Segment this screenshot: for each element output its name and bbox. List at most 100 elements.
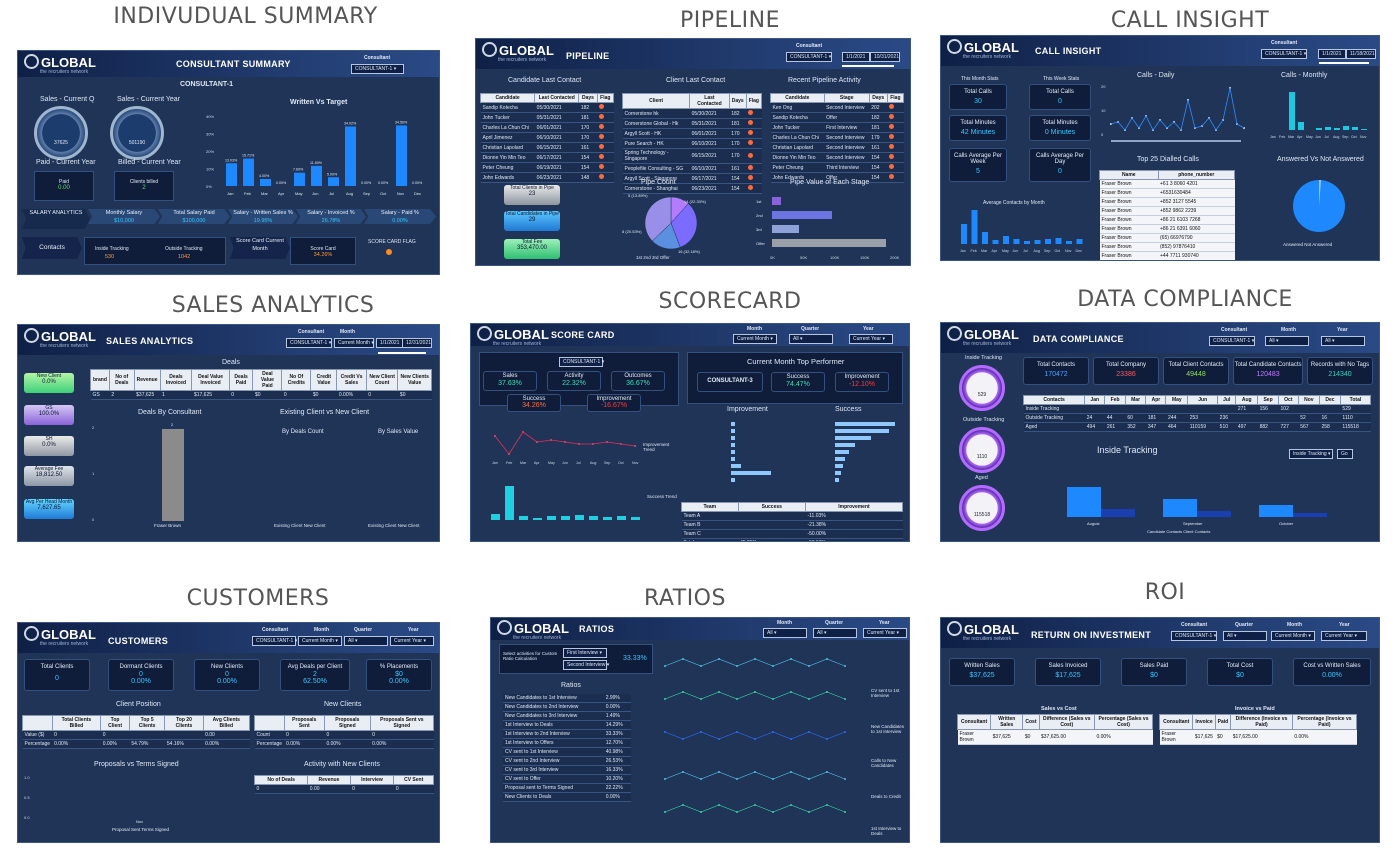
date-from-input[interactable]: 1/1/2021 xyxy=(842,52,870,62)
quarter-dropdown[interactable]: All ▾ xyxy=(789,334,833,344)
column-header: Contacts xyxy=(1022,395,1086,405)
table-row: Charles La Chun Chi 06/01/2021 170 xyxy=(480,122,614,133)
date-slider[interactable] xyxy=(378,352,426,354)
month-dropdown[interactable]: Current Month ▾ xyxy=(1271,631,1315,641)
consultant-dropdown[interactable]: CONSULTANT-1 ▾ xyxy=(351,64,404,74)
table-cell: 06/10/2021 xyxy=(689,138,730,149)
month-dropdown[interactable]: Current Month ▾ xyxy=(334,338,374,348)
table-cell: 497 xyxy=(1235,422,1258,432)
date-from-input[interactable]: 1/1/2021 xyxy=(1318,49,1346,59)
month-label: Month xyxy=(340,329,355,335)
custom-ratio-value: 33.33% xyxy=(623,655,647,662)
x-tick-label: Oct xyxy=(618,461,624,465)
pipeline-dashboard: GLOBAL the recruiters network PIPELINE Co… xyxy=(475,38,911,266)
bar xyxy=(162,429,184,521)
date-to-input[interactable]: 12/31/2021 xyxy=(402,338,432,348)
quarter-dropdown[interactable]: All ▾ xyxy=(344,636,388,646)
bar xyxy=(547,516,556,520)
go-button[interactable]: Go xyxy=(1337,449,1353,459)
table-cell: Proposal sent to Terms Signed xyxy=(503,783,604,793)
table-cell: 181 xyxy=(869,122,888,133)
column-header: Flag xyxy=(596,93,615,103)
bar xyxy=(1045,239,1051,244)
month-dropdown[interactable]: All ▾ xyxy=(763,628,807,638)
page-title: PIPELINE xyxy=(566,51,610,61)
activity-b-dropdown[interactable]: Second Interview ▾ xyxy=(563,660,609,670)
date-slider[interactable] xyxy=(1319,62,1369,64)
month-dropdown[interactable]: Current Month ▾ xyxy=(733,334,777,344)
x-tick-label: Nov xyxy=(136,819,143,824)
year-dropdown[interactable]: Current Year ▾ xyxy=(849,334,893,344)
page-title: DATA COMPLIANCE xyxy=(1033,334,1124,344)
month-label: Month xyxy=(1281,327,1296,333)
data-label: 34.56% xyxy=(395,120,408,124)
success-chart-title: Success xyxy=(835,406,862,413)
table-cell: Aged xyxy=(1023,422,1085,432)
consultant-dropdown[interactable]: CONSULTANT-1 ▾ xyxy=(1171,631,1217,641)
date-to-input[interactable]: 10/31/2021 xyxy=(870,52,900,62)
category-label: 1st xyxy=(756,199,762,204)
quarter-dropdown[interactable]: All ▾ xyxy=(813,628,857,638)
table-cell: 148 xyxy=(578,172,598,183)
year-dropdown[interactable]: Current Year ▾ xyxy=(863,628,907,638)
table-row: April Jimenez 06/10/2021 170 xyxy=(480,132,614,143)
bar xyxy=(835,457,845,461)
table-cell: 347 xyxy=(1145,422,1166,432)
table-cell: 727 xyxy=(1278,422,1299,432)
column-header: Consultant xyxy=(1158,714,1194,730)
ratios-table: New Candidates to 1st Interview 2.99% New … xyxy=(503,694,631,802)
date-to-input[interactable]: 11/18/2021 xyxy=(1346,49,1376,59)
heading-sales: SALES ANALYTICS xyxy=(171,293,375,318)
inside-value: 530 xyxy=(105,254,115,260)
column-header: Success xyxy=(737,502,806,512)
tracking-dropdown[interactable]: Inside Tracking ▾ xyxy=(1289,449,1333,459)
table-cell: Charles La Chun Chi xyxy=(770,132,825,143)
date-from-input[interactable]: 1/1/2021 xyxy=(376,338,404,348)
table-cell: Total xyxy=(681,538,739,541)
x-tick-label: Jan xyxy=(492,461,498,465)
table-row: Fraser Brown $17,625 $0 $17,625.00 0.00% xyxy=(1159,729,1357,745)
quarter-dropdown[interactable]: All ▾ xyxy=(1223,631,1267,641)
table-cell: Team A xyxy=(681,511,739,521)
year-label: Year xyxy=(879,620,890,626)
year-dropdown[interactable]: All ▾ xyxy=(1321,336,1365,346)
avg-per-head-chip: Avg Per Head Month 7,627.65 xyxy=(24,499,74,519)
consultant-dropdown[interactable]: CONSULTANT-1 ▾ xyxy=(559,357,604,367)
table-cell: 2.99% xyxy=(603,694,631,703)
table-row: Total45.25%-59.50% xyxy=(681,538,903,541)
year-dropdown[interactable]: Current Year ▾ xyxy=(1321,631,1367,641)
consultant-dropdown[interactable]: CONSULTANT-1 ▾ xyxy=(786,52,832,62)
month-dropdown[interactable]: All ▾ xyxy=(1265,336,1309,346)
year-label: Year xyxy=(1339,622,1350,628)
table-cell xyxy=(1235,413,1258,423)
data-compliance-dashboard: GLOBAL the recruiters network DATA COMPLI… xyxy=(940,322,1380,542)
consultant-dropdown[interactable]: CONSULTANT-1 ▾ xyxy=(1261,49,1307,59)
bar xyxy=(1316,128,1322,130)
table-row: Dionne Yin Min Teo 06/17/2021 154 xyxy=(480,152,614,163)
month-dropdown[interactable]: Current Month ▾ xyxy=(298,636,342,646)
activity-a-dropdown[interactable]: First Interview ▾ xyxy=(563,648,607,658)
column-header: Candidate xyxy=(770,93,825,103)
table-cell: New Candidates to 1st Interview xyxy=(503,694,604,703)
total-company-card: Total Company 23386 xyxy=(1093,357,1159,385)
bar xyxy=(1343,126,1349,130)
inside-label: Inside Tracking xyxy=(95,246,129,252)
total-cost-card: Total Cost $0 xyxy=(1207,658,1273,686)
year-dropdown[interactable]: Current Year ▾ xyxy=(390,636,434,646)
column-header: Sep xyxy=(1257,395,1280,405)
table-row: Peter Cheung Third Interview 154 xyxy=(770,162,904,173)
table-cell: 154 xyxy=(869,152,888,163)
column-header: Cost xyxy=(1022,714,1040,730)
by-deals-count: By Deals Count xyxy=(282,429,324,435)
table-cell: Count xyxy=(254,730,285,740)
consultant-dropdown[interactable]: CONSULTANT-1 ▾ xyxy=(286,338,332,348)
table-cell: 271 xyxy=(1235,404,1258,414)
x-tick-label: 0K xyxy=(770,255,775,260)
date-slider[interactable] xyxy=(842,65,894,67)
bar xyxy=(731,457,735,461)
consultant-dropdown[interactable]: CONSULTANT-1 ▾ xyxy=(252,636,297,646)
table-cell: 0.00% xyxy=(52,739,101,749)
flag-cell xyxy=(597,112,614,123)
consultant-dropdown[interactable]: CONSULTANT-1 ▾ xyxy=(1209,336,1255,346)
month-label: Month xyxy=(747,326,762,332)
